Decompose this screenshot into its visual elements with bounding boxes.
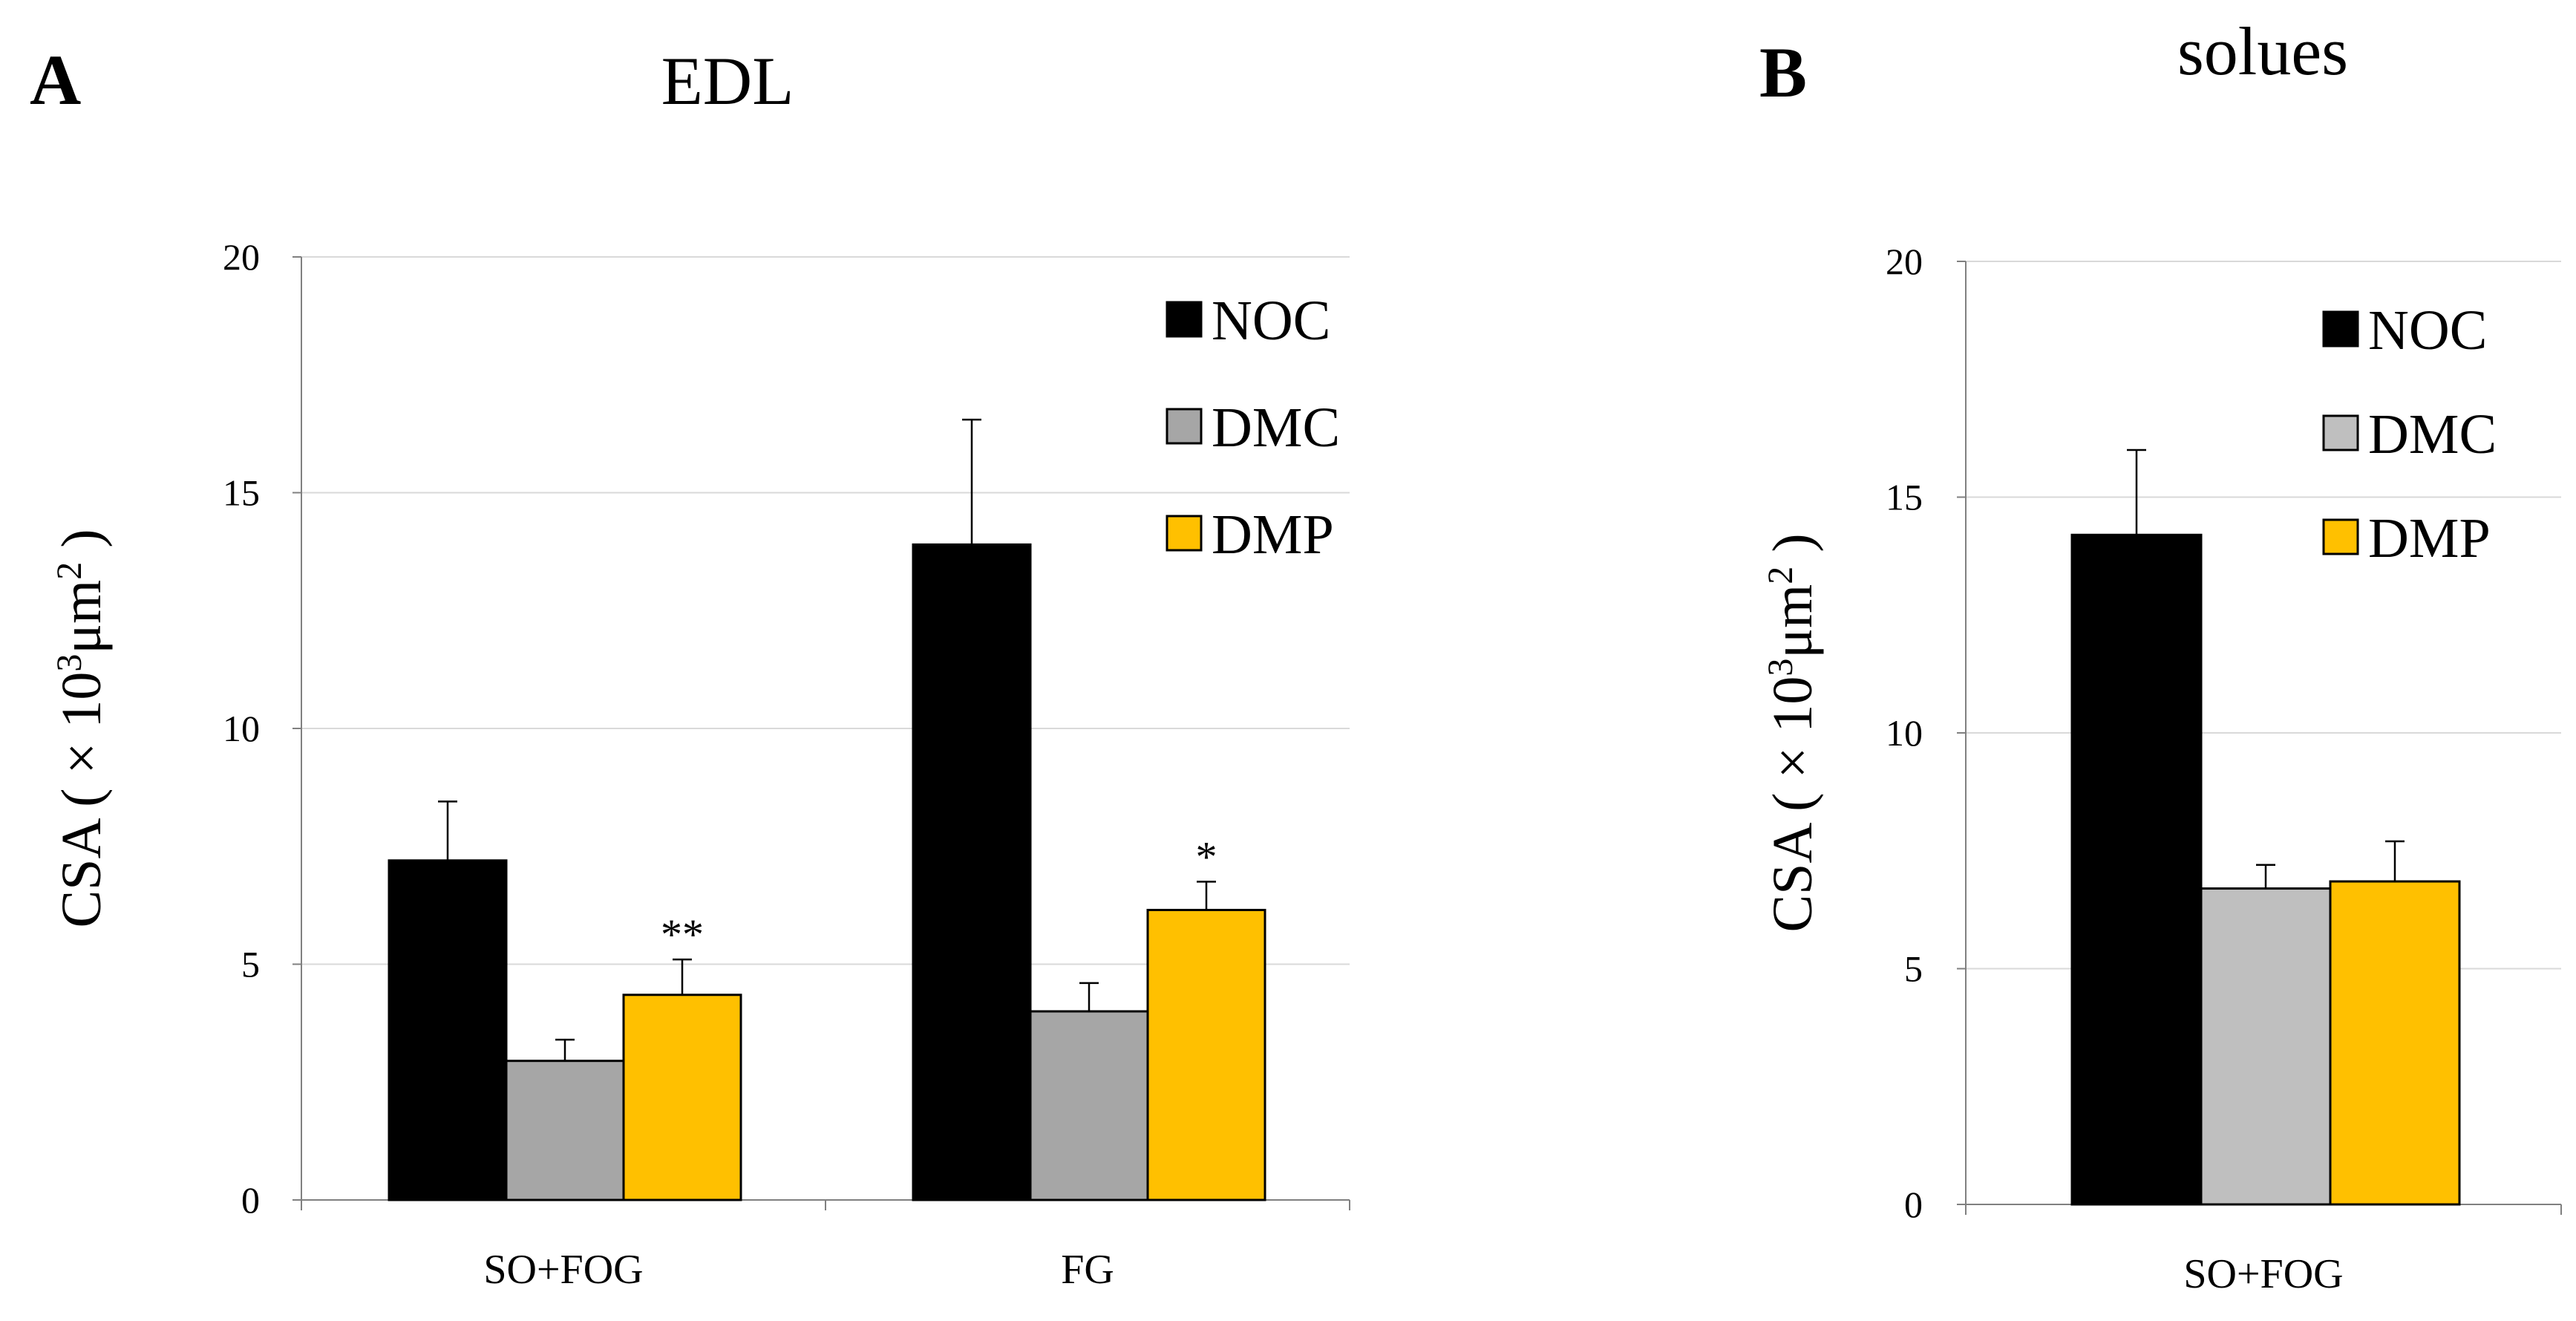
bar-dmc-0 bbox=[505, 1060, 625, 1201]
legend-swatch-dmp bbox=[2322, 518, 2359, 555]
significance-label: * bbox=[1196, 832, 1217, 881]
bar-dmc-0 bbox=[2200, 887, 2332, 1206]
bar-dmp-0 bbox=[2329, 880, 2461, 1206]
x-category-label: SO+FOG bbox=[483, 1247, 643, 1293]
y-axis-label-part: μm bbox=[1762, 584, 1824, 659]
legend-swatch-dmc bbox=[1166, 408, 1203, 445]
y-axis-label-part: × bbox=[50, 743, 113, 774]
significance-label: ** bbox=[661, 910, 704, 959]
y-tick-label: 10 bbox=[1886, 712, 1923, 754]
chart-title: solues bbox=[2177, 13, 2348, 89]
y-tick-label: 5 bbox=[1904, 948, 1923, 990]
y-axis-label-part: 2 bbox=[50, 562, 89, 580]
legend-label-noc: NOC bbox=[1212, 290, 1330, 352]
panel-letter: A bbox=[30, 40, 81, 120]
bar-noc-0 bbox=[2070, 533, 2203, 1206]
y-axis-label-part: μm bbox=[50, 580, 113, 654]
legend-swatch-dmp bbox=[1166, 515, 1203, 552]
y-tick-label: 10 bbox=[223, 708, 260, 749]
y-tick-label: 15 bbox=[223, 472, 260, 514]
y-tick-label: 20 bbox=[223, 236, 260, 278]
legend-label-dmp: DMP bbox=[1212, 503, 1334, 566]
y-axis-label-part: × bbox=[1762, 747, 1824, 779]
y-tick-label: 0 bbox=[241, 1179, 260, 1221]
y-axis-label-part: 10 bbox=[50, 672, 113, 743]
y-axis-label-part: ) bbox=[1762, 533, 1824, 566]
legend-swatch-dmc bbox=[2322, 414, 2359, 451]
panel-letter: B bbox=[1759, 33, 1807, 112]
legend-swatch-noc bbox=[2322, 310, 2359, 348]
y-tick-label: 20 bbox=[1886, 241, 1923, 282]
y-axis-label: CSA ( × 103μm2 ) bbox=[1761, 533, 1825, 932]
y-axis-label: CSA ( × 103μm2 ) bbox=[50, 529, 114, 927]
y-tick-label: 0 bbox=[1904, 1184, 1923, 1225]
legend-label-dmc: DMC bbox=[1212, 397, 1340, 459]
y-axis-label-part: CSA ( bbox=[1762, 779, 1824, 933]
y-axis-label-part: 2 bbox=[1761, 567, 1800, 584]
y-tick-label: 5 bbox=[241, 944, 260, 985]
y-axis-label-part: 3 bbox=[50, 654, 89, 672]
legend-label-dmp: DMP bbox=[2368, 507, 2491, 570]
legend-label-dmc: DMC bbox=[2368, 403, 2497, 466]
bar-noc-1 bbox=[912, 543, 1032, 1201]
y-axis-label-part: ) bbox=[50, 529, 113, 561]
chart-title: EDL bbox=[661, 43, 794, 119]
bar-dmc-1 bbox=[1029, 1010, 1149, 1201]
bar-noc-0 bbox=[388, 859, 508, 1201]
bar-dmp-0 bbox=[622, 994, 742, 1201]
y-axis-label-part: CSA ( bbox=[50, 774, 113, 928]
panel-a: A EDL 0 5 10 15 20 ** SO+FOG * FG NOC DMC DMP CSA ( × … bbox=[30, 40, 1350, 1293]
bar-dmp-1 bbox=[1146, 908, 1266, 1201]
legend-swatch-noc bbox=[1166, 301, 1203, 338]
y-axis-label-part: 3 bbox=[1761, 659, 1800, 676]
y-tick-label: 15 bbox=[1886, 477, 1923, 518]
x-category-label: SO+FOG bbox=[2183, 1251, 2343, 1297]
y-axis-label-part: 10 bbox=[1762, 676, 1824, 747]
x-category-label: FG bbox=[1061, 1247, 1114, 1293]
legend-label-noc: NOC bbox=[2368, 299, 2487, 362]
